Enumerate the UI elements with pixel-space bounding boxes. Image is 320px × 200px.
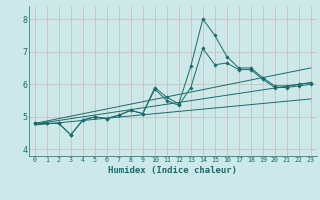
X-axis label: Humidex (Indice chaleur): Humidex (Indice chaleur) <box>108 166 237 175</box>
